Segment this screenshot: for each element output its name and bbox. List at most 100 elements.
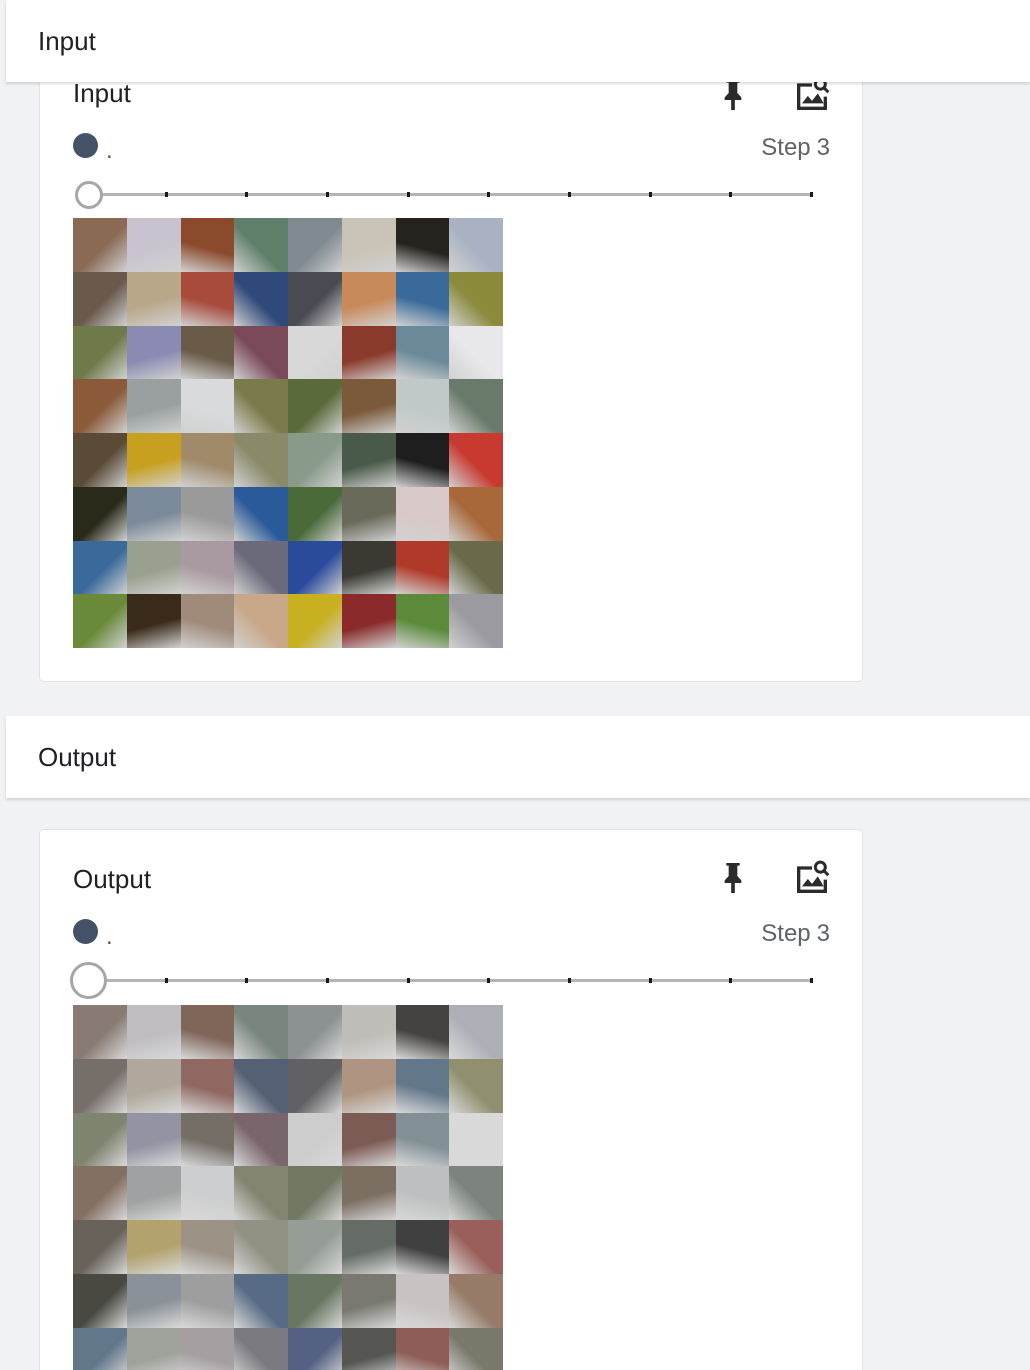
sample-image-tile: [126, 1005, 181, 1059]
sample-image-tile: [341, 379, 396, 433]
output-step-slider[interactable]: [70, 961, 813, 1001]
sample-image-tile: [126, 1166, 181, 1220]
input-step-label: Step 3: [761, 134, 830, 162]
sample-image-tile: [449, 1220, 503, 1274]
sample-image-tile: [449, 1166, 503, 1220]
output-slider-track: [87, 979, 813, 982]
sample-image-tile: [449, 1112, 503, 1167]
sample-image-tile: [449, 1327, 503, 1370]
sample-image-tile: [395, 1327, 450, 1370]
sample-image-tile: [234, 1220, 288, 1274]
sample-image-tile: [126, 594, 181, 648]
output-step-value: 3: [816, 920, 830, 947]
sample-image-tile: [288, 1058, 342, 1113]
sample-image-tile: [341, 1005, 396, 1059]
output-run-color-dot: [73, 919, 98, 944]
output-section-header[interactable]: Output: [6, 716, 1030, 798]
output-step-word: Step: [761, 920, 811, 947]
sample-image-tile: [126, 1327, 181, 1370]
input-card-title: Input: [73, 78, 131, 108]
sample-image-tile: [180, 1327, 235, 1370]
sample-image-tile: [341, 433, 396, 487]
pin-icon: [724, 863, 742, 893]
sample-image-tile: [180, 594, 235, 648]
input-image-grid: [73, 218, 503, 648]
sample-image-tile: [234, 486, 288, 541]
input-slider-thumb[interactable]: [75, 181, 103, 209]
slider-tick: [487, 978, 490, 983]
sample-image-tile: [395, 218, 450, 272]
sample-image-tile: [234, 1112, 288, 1167]
sample-image-tile: [126, 1220, 181, 1274]
sample-image-tile: [449, 540, 503, 595]
sample-image-tile: [341, 1327, 396, 1370]
output-section-title: Output: [38, 742, 117, 772]
sample-image-tile: [341, 325, 396, 380]
sample-image-tile: [395, 1166, 450, 1220]
slider-tick: [729, 192, 732, 197]
output-pin-button[interactable]: [711, 856, 755, 900]
slider-tick: [810, 978, 813, 983]
sample-image-tile: [395, 1273, 450, 1328]
sample-image-tile: [73, 1273, 127, 1328]
sample-image-tile: [288, 1112, 342, 1167]
output-image-button[interactable]: [790, 856, 834, 900]
sample-image-tile: [73, 271, 127, 326]
input-card: Input . Step 3: [39, 40, 863, 682]
slider-tick: [487, 192, 490, 197]
slider-tick: [326, 978, 329, 983]
sample-image-tile: [395, 1112, 450, 1167]
sample-image-tile: [180, 1273, 235, 1328]
slider-tick: [245, 978, 248, 983]
sample-image-tile: [180, 1058, 235, 1113]
slider-tick: [729, 978, 732, 983]
sample-image-tile: [234, 594, 288, 648]
sample-image-tile: [126, 1273, 181, 1328]
sample-image-tile: [180, 218, 235, 272]
output-run-label: .: [106, 923, 113, 950]
sample-image-tile: [449, 1273, 503, 1328]
sample-image-tile: [180, 433, 235, 487]
sample-image-tile: [180, 271, 235, 326]
sample-image-tile: [341, 1220, 396, 1274]
sample-image-tile: [341, 1166, 396, 1220]
output-image-grid: [73, 1005, 503, 1370]
output-card-title: Output: [73, 864, 152, 894]
sample-image-tile: [395, 379, 450, 433]
input-section-header[interactable]: Input: [6, 0, 1030, 82]
sample-image-tile: [73, 1058, 127, 1113]
slider-tick: [568, 192, 571, 197]
sample-image-tile: [73, 1112, 127, 1167]
sample-image-tile: [341, 540, 396, 595]
sample-image-tile: [234, 1058, 288, 1113]
sample-image-tile: [126, 1058, 181, 1113]
input-step-slider[interactable]: [73, 175, 813, 215]
sample-image-tile: [449, 486, 503, 541]
sample-image-tile: [288, 218, 342, 272]
sample-image-tile: [395, 271, 450, 326]
sample-image-tile: [126, 486, 181, 541]
input-run-label: .: [106, 137, 113, 164]
input-run-color-dot: [73, 133, 98, 158]
sample-image-tile: [234, 1327, 288, 1370]
sample-image-tile: [180, 486, 235, 541]
sample-image-tile: [180, 1112, 235, 1167]
slider-tick: [326, 192, 329, 197]
sample-image-tile: [288, 1005, 342, 1059]
output-slider-thumb[interactable]: [70, 962, 107, 999]
output-step-label: Step 3: [761, 920, 830, 948]
sample-image-tile: [395, 594, 450, 648]
sample-image-tile: [449, 379, 503, 433]
sample-image-tile: [73, 433, 127, 487]
sample-image-tile: [341, 594, 396, 648]
image-search-icon: [797, 860, 830, 893]
sample-image-tile: [395, 433, 450, 487]
sample-image-tile: [126, 540, 181, 595]
input-pin-button[interactable]: [711, 73, 755, 117]
sample-image-tile: [341, 218, 396, 272]
sample-image-tile: [288, 540, 342, 595]
sample-image-tile: [180, 540, 235, 595]
sample-image-tile: [126, 433, 181, 487]
sample-image-tile: [73, 1166, 127, 1220]
